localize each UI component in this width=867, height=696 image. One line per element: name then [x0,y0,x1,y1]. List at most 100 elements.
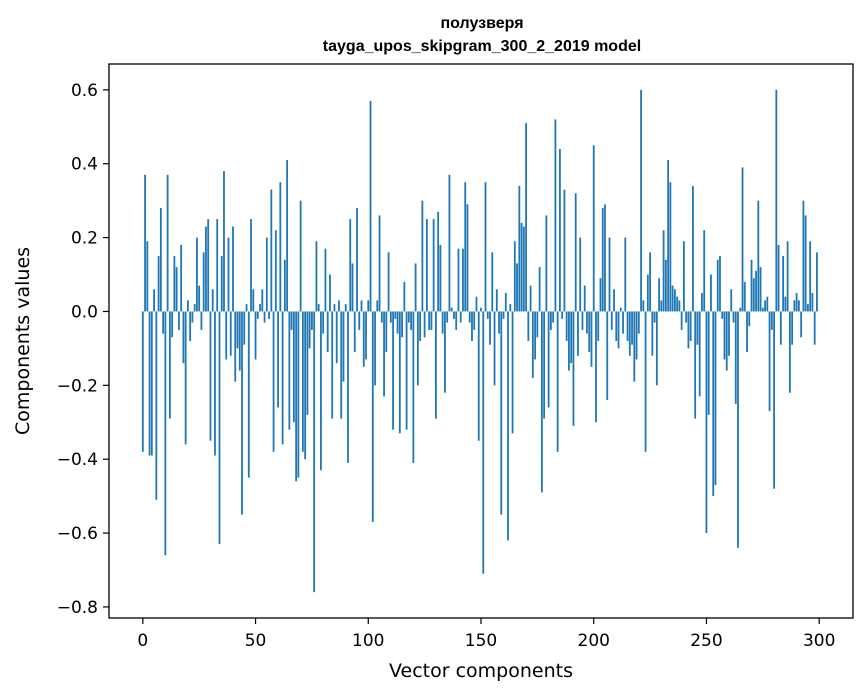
bar-38 [227,237,230,312]
bar-101 [369,100,372,312]
bar-127 [428,311,431,330]
bar-276 [764,300,766,312]
bar-176 [538,267,541,312]
bar-73 [306,311,309,415]
bar-149 [477,311,480,441]
bar-144 [466,204,469,312]
bar-264 [737,311,739,548]
bar-262 [732,311,735,323]
bar-121 [414,263,417,312]
bar-109 [387,252,390,312]
bar-15 [175,267,178,312]
bar-81 [324,248,327,312]
bar-221 [640,89,642,312]
bar-118 [407,311,410,323]
bar-208 [610,311,613,330]
bar-153 [486,311,489,319]
bar-166 [516,263,518,312]
x-tick-label-100: 100 [352,631,384,651]
bar-6 [155,311,158,500]
y-axis-label: Components values [12,247,34,435]
bar-55 [265,237,268,312]
bar-57 [270,189,273,312]
bar-227 [653,311,656,323]
bar-132 [439,244,442,312]
bar-103 [374,311,376,386]
bar-267 [743,281,746,312]
bar-52 [259,304,261,312]
bar-49 [252,289,255,312]
bar-232 [664,259,667,312]
bar-246 [696,311,699,345]
bar-89 [342,311,345,382]
bar-30 [209,311,212,441]
bar-146 [471,311,473,341]
bar-23 [193,304,196,312]
bar-278 [768,311,771,412]
bar-119 [410,311,413,330]
bar-42 [236,311,239,349]
bar-77 [315,241,318,312]
bar-74 [308,311,311,349]
bar-296 [809,241,812,312]
bar-285 [784,296,787,312]
bar-58 [272,311,275,452]
bar-231 [662,230,665,312]
bar-22 [191,311,194,323]
bar-152 [484,182,487,312]
bar-238 [678,300,681,312]
bar-236 [673,289,676,312]
bar-174 [534,311,537,360]
bar-100 [367,300,370,312]
bar-194 [579,237,582,312]
bar-3 [148,311,151,456]
bar-39 [229,311,232,356]
bar-25 [198,285,201,312]
bar-68 [295,311,298,482]
bar-70 [299,200,302,312]
bar-139 [455,311,458,330]
bar-130 [435,311,437,419]
bar-110 [389,311,392,323]
bar-48 [250,219,252,312]
bar-31 [211,289,214,312]
bar-211 [617,311,620,349]
bar-148 [475,296,478,312]
bar-244 [692,185,694,312]
bar-204 [601,208,604,312]
bar-288 [791,311,794,345]
y-tick-label-2: −0.4 [57,450,98,470]
y-tick-label-7: 0.6 [71,81,98,101]
bar-192 [574,193,577,312]
bar-126 [425,219,428,312]
bar-268 [746,311,748,353]
bar-171 [527,311,530,341]
bar-54 [263,311,266,323]
bar-173 [531,311,534,378]
bar-196 [583,285,586,312]
y-axis-ticks: −0.8 −0.6 −0.4 −0.2 0.0 0.2 0.4 0.6 [57,81,109,618]
bar-17 [180,244,183,312]
bar-45 [243,311,246,345]
bar-172 [529,285,532,312]
bar-224 [646,274,649,312]
bar-99 [365,311,367,360]
bar-147 [473,311,476,330]
bar-138 [453,311,455,319]
bar-80 [322,311,325,334]
x-tick-label-250: 250 [690,631,722,651]
bar-92 [349,219,352,312]
bar-136 [448,174,451,312]
bar-206 [606,311,609,401]
bar-158 [498,311,500,334]
bar-280 [773,311,775,489]
bar-163 [509,304,512,312]
bar-260 [728,311,730,356]
bar-96 [358,311,361,330]
bar-210 [615,311,618,341]
bar-219 [635,311,638,360]
bar-128 [430,311,433,330]
bar-249 [703,230,706,312]
bar-191 [572,311,575,426]
bar-117 [405,311,408,430]
